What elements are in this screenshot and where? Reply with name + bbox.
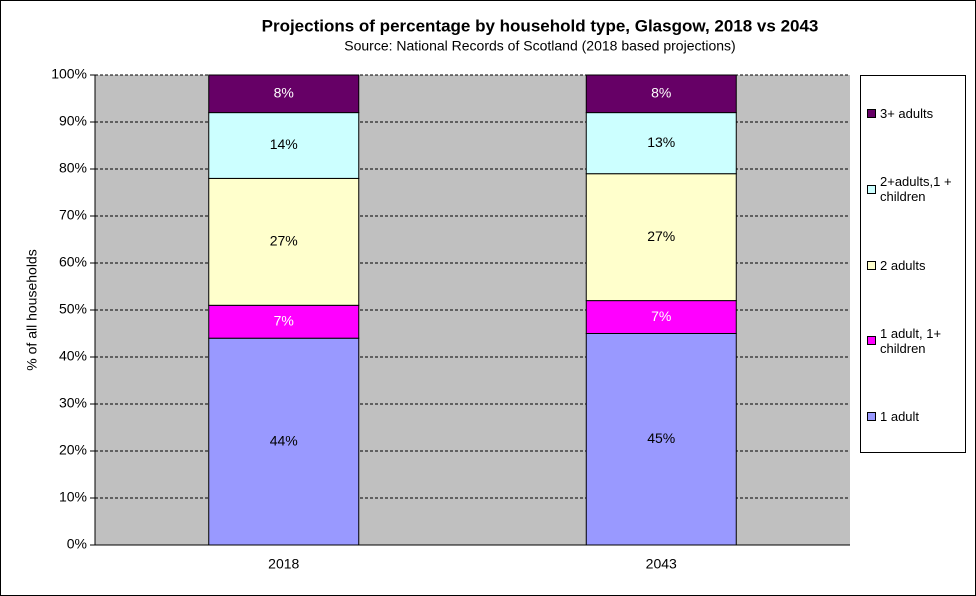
bar-segment	[208, 74, 360, 114]
legend-item: 2+adults,1 + children	[867, 173, 958, 205]
bar-segment	[208, 177, 360, 306]
y-tick-label: 0%	[67, 536, 87, 552]
legend-item: 1 adult	[867, 400, 958, 432]
y-axis-label: % of all households	[24, 249, 40, 370]
y-tick-label: 90%	[59, 113, 87, 129]
legend: 1 adult 1 adult, 1+ children 2 adults 2+adu…	[860, 75, 966, 453]
data-label: 27%	[647, 228, 675, 244]
data-label: 44%	[270, 432, 298, 448]
legend-label: 1 adult, 1+ children	[880, 325, 942, 356]
data-label: 45%	[647, 430, 675, 446]
y-tick-label: 30%	[59, 395, 87, 411]
chart-title: Projections of percentage by household t…	[262, 16, 819, 35]
data-label: 7%	[651, 308, 671, 324]
y-tick-label: 10%	[59, 489, 87, 505]
bar-segment	[585, 74, 737, 114]
bar-segment	[585, 173, 737, 302]
bar-segment	[208, 337, 360, 546]
x-tick-label: 2043	[646, 556, 677, 572]
y-tick-label: 80%	[59, 160, 87, 176]
y-tick-label: 50%	[59, 301, 87, 317]
legend-item: 1 adult, 1+ children	[867, 325, 958, 357]
x-tick-label: 2018	[268, 556, 299, 572]
y-tick-label: 70%	[59, 207, 87, 223]
legend-swatch	[867, 411, 876, 421]
legend-label: 1 adult	[880, 408, 920, 424]
legend-swatch	[867, 109, 876, 119]
data-label: 13%	[647, 134, 675, 150]
legend-item: 2 adults	[867, 249, 958, 281]
bar-segment	[208, 304, 360, 339]
y-tick-label: 20%	[59, 442, 87, 458]
data-label: 8%	[651, 85, 671, 101]
legend-label: 3+ adults	[880, 106, 934, 122]
bar-segment	[585, 300, 737, 335]
legend-label: 2 adults	[880, 257, 926, 273]
y-tick-label: 100%	[51, 66, 87, 82]
legend-swatch	[867, 184, 876, 194]
y-tick-label: 40%	[59, 348, 87, 364]
legend-swatch	[867, 260, 876, 270]
data-label: 27%	[270, 233, 298, 249]
bar-segment	[208, 112, 360, 179]
bar-segment	[585, 333, 737, 546]
legend-item: 3+ adults	[867, 98, 958, 130]
bar-segment	[585, 112, 737, 175]
legend-swatch	[867, 336, 876, 346]
legend-label: 2+adults,1 + children	[880, 174, 952, 205]
data-label: 7%	[274, 312, 294, 328]
chart-subtitle: Source: National Records of Scotland (20…	[344, 38, 735, 54]
data-label: 8%	[274, 85, 294, 101]
data-label: 14%	[270, 136, 298, 152]
y-tick-label: 60%	[59, 254, 87, 270]
